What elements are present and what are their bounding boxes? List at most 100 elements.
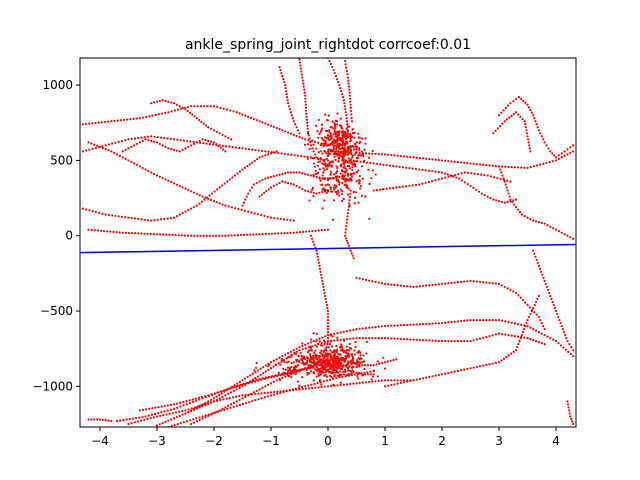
data-point bbox=[216, 105, 219, 109]
data-point bbox=[444, 340, 447, 343]
data-point bbox=[530, 111, 533, 114]
data-point bbox=[164, 99, 167, 103]
data-point bbox=[516, 335, 520, 338]
data-point bbox=[393, 154, 396, 157]
data-point bbox=[336, 123, 339, 126]
data-point bbox=[428, 375, 431, 379]
data-point bbox=[399, 337, 402, 341]
data-point bbox=[295, 370, 298, 373]
data-point bbox=[172, 407, 176, 411]
data-point bbox=[322, 371, 325, 374]
data-point bbox=[412, 379, 415, 382]
data-point bbox=[301, 342, 304, 345]
data-point bbox=[326, 331, 330, 334]
data-point bbox=[130, 137, 133, 140]
data-point bbox=[321, 188, 324, 191]
data-point bbox=[153, 172, 156, 176]
data-point bbox=[341, 93, 344, 96]
data-point bbox=[212, 143, 215, 146]
data-point bbox=[121, 150, 124, 153]
data-point bbox=[346, 147, 350, 150]
data-point bbox=[350, 366, 354, 369]
data-point bbox=[431, 179, 434, 183]
data-point bbox=[244, 395, 247, 398]
data-point bbox=[258, 377, 261, 380]
data-point bbox=[523, 336, 526, 339]
data-point bbox=[289, 182, 293, 185]
data-point bbox=[199, 105, 203, 108]
data-point bbox=[532, 165, 535, 168]
data-point bbox=[269, 391, 273, 394]
data-point bbox=[178, 150, 181, 153]
data-point bbox=[500, 200, 503, 203]
data-point bbox=[197, 405, 200, 408]
data-point bbox=[321, 127, 324, 130]
data-point bbox=[295, 134, 298, 138]
data-point bbox=[127, 216, 130, 219]
data-point bbox=[124, 216, 127, 219]
data-point bbox=[101, 145, 104, 148]
data-point bbox=[157, 113, 160, 116]
data-point bbox=[491, 362, 494, 365]
x-tick-label: −2 bbox=[205, 434, 223, 448]
data-point bbox=[374, 152, 377, 155]
data-point bbox=[167, 100, 170, 103]
data-point bbox=[91, 122, 94, 125]
data-point bbox=[224, 394, 227, 397]
data-point bbox=[178, 105, 181, 108]
data-point bbox=[521, 299, 525, 302]
data-point bbox=[212, 400, 216, 403]
data-point bbox=[475, 163, 478, 166]
data-point bbox=[328, 353, 332, 356]
data-point bbox=[240, 208, 243, 211]
data-point bbox=[357, 147, 361, 150]
data-point bbox=[497, 282, 501, 286]
data-point bbox=[141, 139, 144, 142]
data-point bbox=[170, 148, 173, 151]
data-point bbox=[364, 137, 367, 140]
data-point bbox=[266, 377, 269, 380]
data-point bbox=[356, 374, 359, 378]
data-point bbox=[466, 340, 469, 343]
data-point bbox=[112, 230, 115, 233]
data-point bbox=[572, 144, 575, 147]
data-point bbox=[216, 391, 219, 394]
data-point bbox=[351, 168, 354, 172]
data-point bbox=[316, 342, 320, 345]
data-point bbox=[507, 192, 510, 195]
data-point bbox=[395, 358, 398, 361]
data-point bbox=[437, 339, 440, 343]
data-point bbox=[292, 171, 295, 174]
data-point bbox=[110, 419, 113, 423]
data-point bbox=[272, 365, 275, 368]
data-point bbox=[255, 378, 258, 381]
data-point bbox=[324, 353, 327, 356]
data-point bbox=[327, 152, 330, 155]
data-point bbox=[329, 173, 332, 176]
data-point bbox=[459, 369, 463, 372]
data-point bbox=[526, 135, 529, 138]
data-point bbox=[320, 371, 323, 374]
data-point bbox=[536, 261, 539, 264]
data-point bbox=[506, 200, 509, 203]
data-point bbox=[291, 371, 294, 374]
data-point bbox=[311, 139, 314, 142]
data-point bbox=[365, 161, 369, 164]
data-point bbox=[529, 218, 532, 221]
data-point bbox=[103, 120, 107, 124]
data-point bbox=[184, 108, 187, 111]
data-point bbox=[540, 342, 543, 345]
data-point bbox=[161, 177, 164, 180]
data-point bbox=[516, 166, 520, 169]
data-point bbox=[466, 319, 469, 322]
data-point bbox=[184, 210, 187, 213]
data-point bbox=[444, 321, 447, 324]
data-point bbox=[231, 176, 234, 179]
data-point bbox=[347, 179, 351, 182]
data-point bbox=[459, 161, 463, 164]
data-point bbox=[281, 372, 284, 376]
data-point bbox=[418, 285, 421, 288]
data-point bbox=[312, 240, 315, 243]
data-point bbox=[503, 201, 506, 204]
data-point bbox=[365, 352, 368, 355]
